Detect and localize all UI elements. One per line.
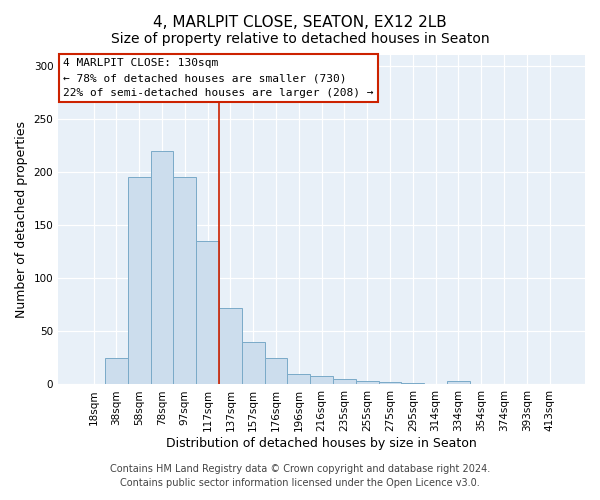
Bar [356, 382, 379, 384]
Text: 4 MARLPIT CLOSE: 130sqm
← 78% of detached houses are smaller (730)
22% of semi-d: 4 MARLPIT CLOSE: 130sqm ← 78% of detache… [64, 58, 374, 98]
X-axis label: Distribution of detached houses by size in Seaton: Distribution of detached houses by size … [166, 437, 477, 450]
Bar [151, 150, 173, 384]
Bar [265, 358, 287, 384]
Bar [196, 241, 219, 384]
Bar [310, 376, 333, 384]
Bar [219, 308, 242, 384]
Bar [173, 177, 196, 384]
Bar [105, 358, 128, 384]
Bar [333, 379, 356, 384]
Bar [242, 342, 265, 384]
Y-axis label: Number of detached properties: Number of detached properties [15, 121, 28, 318]
Text: 4, MARLPIT CLOSE, SEATON, EX12 2LB: 4, MARLPIT CLOSE, SEATON, EX12 2LB [153, 15, 447, 30]
Text: Size of property relative to detached houses in Seaton: Size of property relative to detached ho… [110, 32, 490, 46]
Bar [287, 374, 310, 384]
Bar [379, 382, 401, 384]
Bar [128, 177, 151, 384]
Text: Contains HM Land Registry data © Crown copyright and database right 2024.
Contai: Contains HM Land Registry data © Crown c… [110, 464, 490, 487]
Bar [447, 382, 470, 384]
